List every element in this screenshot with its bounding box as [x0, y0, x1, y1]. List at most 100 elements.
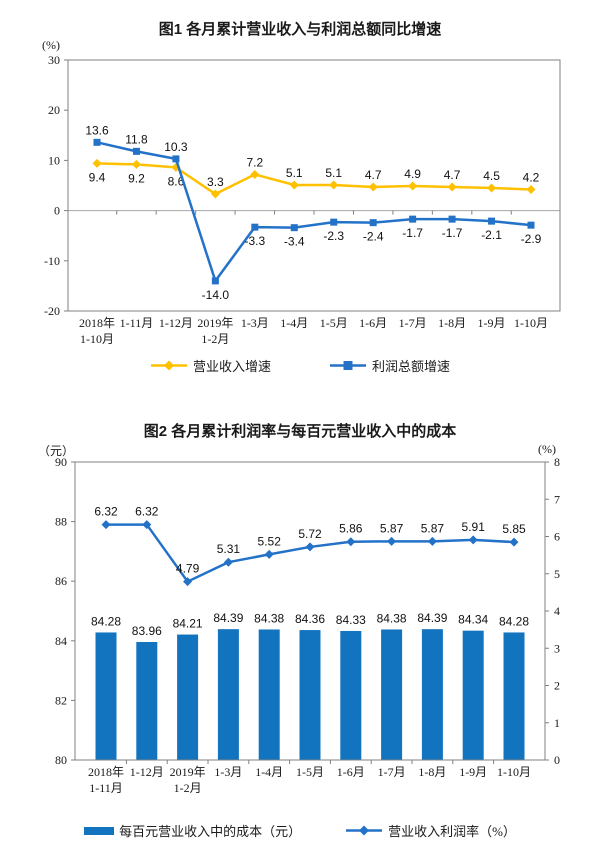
data-point-marker	[488, 217, 496, 225]
data-point-marker	[468, 535, 478, 545]
x-axis-category-label: 1-12月	[159, 316, 193, 330]
data-point-label: 4.7	[365, 168, 382, 182]
figure1-title: 图1 各月累计营业收入与利润总额同比增速	[158, 21, 442, 38]
data-point-marker	[305, 542, 315, 552]
left-axis-tick-label: 82	[55, 693, 67, 707]
left-axis-tick-label: 84	[55, 634, 67, 648]
data-point-marker	[509, 537, 519, 547]
profit-margin-line-swatch	[346, 825, 383, 836]
x-axis-category-label: 1-4月	[280, 316, 308, 330]
data-point-marker	[330, 218, 338, 226]
data-point-label: 5.85	[502, 522, 526, 536]
data-point-marker	[183, 577, 193, 587]
data-point-label: 5.1	[325, 166, 342, 180]
right-axis-tick-label: 5	[554, 567, 560, 581]
right-axis-tick-label: 3	[554, 641, 560, 655]
cost-bar	[217, 629, 239, 760]
right-axis-tick-label: 7	[554, 492, 560, 506]
x-axis-category-label: 1-2月	[201, 332, 229, 346]
bar-value-label: 84.38	[254, 611, 284, 625]
bar-value-label: 84.36	[295, 612, 325, 626]
data-point-label: 7.2	[246, 155, 263, 169]
data-point-marker	[264, 549, 274, 559]
data-point-label: 4.5	[483, 169, 500, 183]
data-point-marker	[211, 277, 219, 285]
cost-bar	[462, 630, 484, 760]
figure1-y-axis-unit: (%)	[42, 38, 60, 52]
data-point-marker	[448, 215, 456, 223]
legend-item-cost-per-100[interactable]: 每百元营业收入中的成本（元）	[84, 821, 301, 840]
x-axis-category-label: 2019年	[197, 316, 233, 330]
cost-bar	[340, 630, 362, 760]
data-point-label: -2.1	[481, 228, 502, 242]
data-point-label: 5.52	[258, 534, 282, 548]
y-axis-tick-label: 0	[54, 204, 60, 218]
cost-bar	[421, 629, 443, 760]
data-point-marker	[131, 159, 141, 169]
x-axis-category-label: 1-7月	[399, 316, 427, 330]
data-point-label: 3.3	[207, 175, 224, 189]
figure2-title: 图2 各月累计利润率与每百元营业收入中的成本	[143, 423, 457, 440]
x-axis-category-label: 1-8月	[438, 316, 466, 330]
cost-bar	[177, 634, 199, 760]
data-point-label: 5.91	[462, 520, 486, 534]
data-point-label: 4.7	[444, 168, 461, 182]
data-point-label: 11.8	[125, 132, 148, 146]
square-marker-icon	[343, 361, 353, 370]
legend-label: 每百元营业收入中的成本（元）	[119, 824, 302, 839]
right-axis-tick-label: 4	[554, 604, 560, 618]
bar-value-label: 84.34	[458, 613, 488, 627]
data-point-marker	[93, 138, 101, 146]
data-point-marker	[132, 147, 140, 155]
data-point-label: 5.87	[421, 521, 445, 535]
data-point-marker	[369, 219, 377, 227]
y-axis-tick-label: -20	[44, 304, 60, 318]
right-axis-tick-label: 6	[554, 530, 560, 544]
legend-item-profit-growth[interactable]: 利润总额增速	[329, 356, 450, 375]
x-axis-category-label: 2018年	[88, 765, 124, 779]
x-axis-category-label: 1-3月	[214, 765, 242, 779]
data-point-marker	[387, 536, 397, 546]
data-point-label: 4.79	[176, 562, 200, 576]
left-axis-tick-label: 88	[55, 515, 67, 529]
x-axis-category-label: 1-9月	[459, 765, 487, 779]
x-axis-category-label: 2019年	[170, 765, 206, 779]
legend-item-profit-margin[interactable]: 营业收入利润率（%）	[345, 821, 516, 840]
data-point-label: 6.32	[135, 505, 159, 519]
bar-value-label: 84.39	[417, 611, 447, 625]
series-line	[96, 162, 532, 196]
data-point-marker	[210, 189, 220, 199]
data-point-marker	[447, 182, 457, 192]
right-axis-tick-label: 0	[554, 753, 560, 767]
data-point-marker	[172, 155, 180, 163]
data-point-label: 5.31	[217, 542, 241, 556]
data-point-label: -14.0	[202, 288, 230, 302]
data-point-marker	[526, 185, 536, 195]
bar-value-label: 84.39	[213, 611, 243, 625]
x-axis-category-label: 1-7月	[378, 765, 406, 779]
data-point-marker	[289, 180, 299, 190]
x-axis-category-label: 1-12月	[130, 765, 164, 779]
data-point-marker	[101, 520, 111, 530]
figure1-plot: 30 20 10 0 -10 -20 2018年 1-10月 1-11月 1-12月 2019年 1-…	[44, 53, 561, 346]
figure2-legend: 每百元营业收入中的成本（元） 营业收入利润率（%）	[0, 821, 600, 840]
data-point-marker	[427, 536, 437, 546]
x-axis-category-label: 1-10月	[497, 765, 531, 779]
x-axis-category-label: 1-11月	[89, 781, 123, 795]
left-axis-tick-label: 86	[55, 574, 67, 588]
data-point-label: 9.4	[89, 170, 106, 184]
data-point-label: 4.9	[404, 167, 421, 181]
bar-value-label: 84.28	[91, 614, 121, 628]
legend-label: 营业收入利润率（%）	[388, 824, 516, 839]
bar-value-label: 84.28	[499, 614, 529, 628]
legend-item-revenue-growth[interactable]: 营业收入增速	[150, 356, 271, 375]
revenue-growth-line-swatch	[150, 360, 187, 371]
bar-value-label: 84.21	[173, 617, 203, 631]
figure2-plot: 84.28 83.96 84.21 84.39 84.38 84.36 84.33 84.38…	[55, 455, 560, 795]
right-axis-tick-label: 2	[554, 679, 560, 693]
x-axis-category-label: 1-4月	[255, 765, 283, 779]
cost-bar	[136, 641, 158, 760]
cost-bar	[381, 629, 403, 760]
data-point-label: -2.4	[363, 230, 384, 244]
data-point-label: 9.2	[128, 171, 145, 185]
